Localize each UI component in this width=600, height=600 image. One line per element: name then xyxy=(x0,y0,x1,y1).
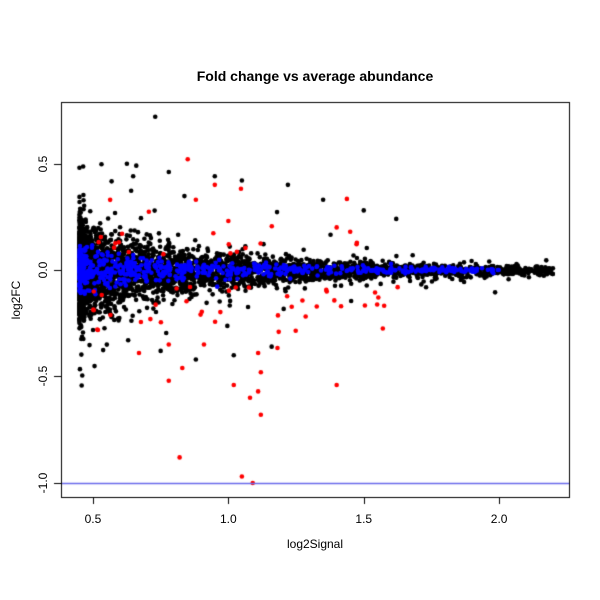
x-tick-label: 1.0 xyxy=(220,512,237,526)
y-tick-label: -0.5 xyxy=(36,366,50,387)
x-tick-label: 2.0 xyxy=(490,512,508,526)
y-tick-label: 0.0 xyxy=(36,261,50,279)
x-axis-label: log2Signal xyxy=(286,537,344,551)
y-axis-label: log2FC xyxy=(9,280,23,320)
y-tick-label: 0.5 xyxy=(36,155,50,172)
x-tick-label: 0.5 xyxy=(84,512,102,526)
chart-title: Fold change vs average abundance xyxy=(196,68,434,84)
x-tick-label: 1.5 xyxy=(355,512,373,526)
y-tick-label: -1.0 xyxy=(36,472,50,494)
